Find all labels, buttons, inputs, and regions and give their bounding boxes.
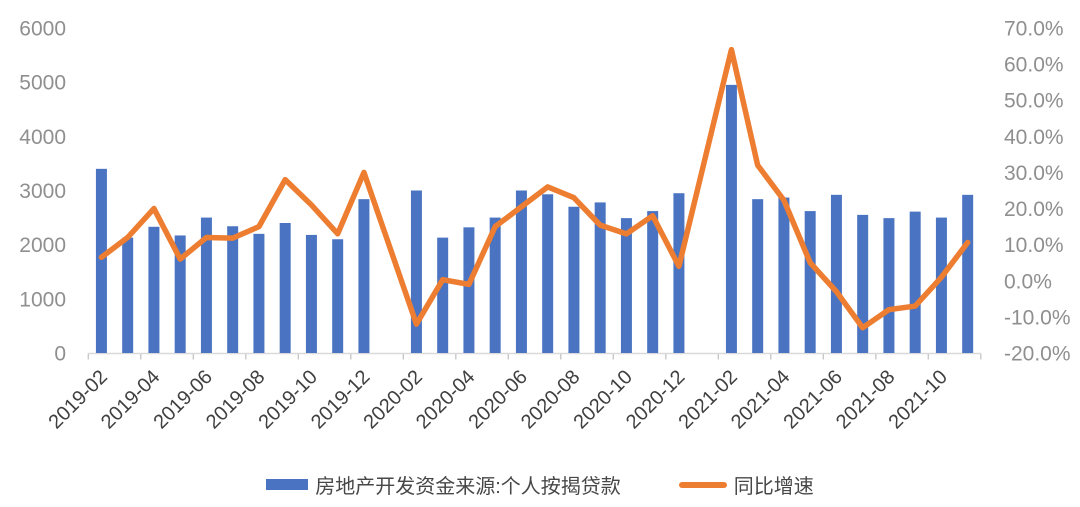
bar-2021-08 [883, 218, 895, 353]
left-axis-tick-label: 6000 [19, 18, 66, 41]
right-axis-tick-label: 40.0% [1004, 126, 1064, 149]
bar-2021-11 [962, 194, 974, 353]
left-axis-tick-label: 3000 [19, 180, 66, 203]
bar-2019-12 [358, 199, 370, 353]
bar-2020-11 [647, 211, 659, 353]
bar-2021-09 [909, 211, 921, 353]
bar-2019-05 [174, 235, 186, 353]
bar-2020-08 [568, 206, 580, 353]
bar-2019-10 [305, 234, 317, 353]
right-axis-tick-label: 30.0% [1004, 162, 1064, 185]
bar-2020-04 [463, 227, 475, 353]
right-axis-tick-label: 60.0% [1004, 54, 1064, 77]
right-axis-tick-label: 70.0% [1004, 18, 1064, 41]
bar-2020-12 [673, 193, 685, 353]
bar-2021-03 [752, 199, 764, 353]
bar-2021-06 [830, 194, 842, 353]
line-series-swatch-icon [678, 481, 727, 488]
bar-2020-07 [542, 194, 554, 353]
legend-item-bar-series: 房地产开发资金来源:个人按揭贷款 [266, 470, 621, 499]
bar-2020-02 [410, 190, 422, 353]
left-axis-tick-label: 1000 [19, 288, 66, 311]
right-axis-tick-label: 10.0% [1004, 234, 1064, 257]
bar-2021-04 [778, 197, 790, 353]
bar-2021-07 [857, 214, 869, 353]
bar-series-label: 房地产开发资金来源:个人按揭贷款 [315, 476, 621, 498]
bar-2019-02 [95, 168, 107, 353]
bar-2020-05 [489, 217, 501, 353]
bar-2021-02 [725, 84, 737, 353]
legend-item-line-series: 同比增速 [678, 470, 814, 499]
bar-2020-06 [515, 190, 527, 353]
right-axis-tick-label: -20.0% [1004, 343, 1071, 366]
x-axis-label: 2021-10 [884, 366, 951, 433]
left-axis-tick-label: 5000 [19, 72, 66, 95]
bar-2020-03 [437, 237, 449, 353]
left-axis-tick-label: 2000 [19, 234, 66, 257]
right-axis-tick-label: 50.0% [1004, 90, 1064, 113]
bar-series-swatch-icon [266, 479, 309, 490]
bar-2021-05 [804, 211, 816, 353]
bar-2019-09 [279, 223, 291, 353]
line-series-label: 同比增速 [733, 476, 814, 498]
bar-2019-08 [253, 233, 265, 353]
bar-2021-10 [935, 217, 947, 353]
chart-legend: 房地产开发资金来源:个人按揭贷款 同比增速 [0, 470, 1080, 499]
bar-2019-11 [332, 239, 344, 353]
right-axis-tick-label: 20.0% [1004, 198, 1064, 221]
bar-2019-06 [200, 217, 212, 353]
left-axis-tick-label: 4000 [19, 126, 66, 149]
right-axis-tick-label: -10.0% [1004, 306, 1071, 329]
bar-2019-04 [148, 226, 160, 353]
left-axis-tick-label: 0 [54, 343, 66, 366]
yoy-growth-line [98, 46, 971, 331]
bar-2020-09 [594, 202, 606, 353]
bar-2020-10 [620, 218, 632, 353]
chart-canvas: 0 1000 2000 3000 4000 5000 6000 -20.0% -10.0% 0.0… [19, 18, 1071, 434]
bar-2019-03 [122, 237, 134, 353]
bar-2019-07 [227, 226, 239, 353]
right-axis-tick-label: 0.0% [1004, 270, 1052, 293]
